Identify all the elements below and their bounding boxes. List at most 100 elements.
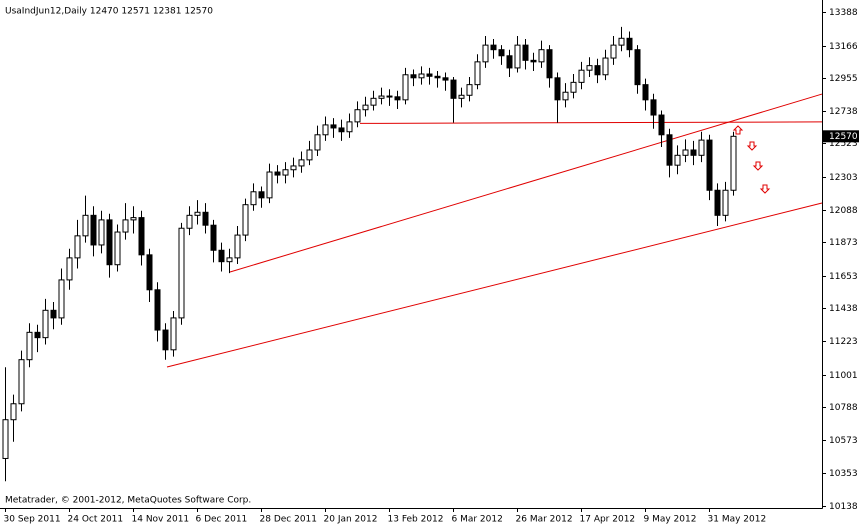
trend-line [359, 121, 823, 124]
candle-body [346, 121, 353, 133]
candle-body [362, 104, 369, 111]
down-arrow [752, 161, 764, 171]
candle-body [338, 127, 345, 133]
candle-body [170, 317, 177, 351]
candle-body [434, 75, 441, 79]
candle-body [514, 44, 521, 69]
y-tick-label: 11223 [829, 337, 858, 347]
y-tick-label: 11438 [829, 304, 858, 314]
candle-body [714, 189, 721, 216]
candle-body [626, 37, 633, 51]
x-tick-label: 24 Oct 2011 [68, 515, 124, 525]
candle-body [378, 95, 385, 99]
x-tick-label: 30 Sep 2011 [4, 515, 61, 525]
candle-body [618, 37, 625, 46]
candle-body [298, 159, 305, 167]
y-tick-label: 12523 [829, 139, 858, 149]
y-tick-label: 10573 [829, 436, 858, 446]
signal-arrows [732, 125, 771, 194]
candle-body [274, 171, 281, 176]
y-tick-label: 11001 [829, 371, 858, 381]
candle-body [90, 214, 97, 246]
copyright: Metatrader, © 2001-2012, MetaQuotes Soft… [5, 496, 251, 506]
candle-body [154, 289, 161, 331]
candle-body [258, 191, 265, 199]
candle-body [18, 359, 25, 405]
candle-body [202, 211, 209, 226]
candle-body [586, 65, 593, 71]
y-tick-label: 12303 [829, 173, 858, 183]
candle-body [26, 331, 33, 361]
x-tick-label: 31 May 2012 [708, 515, 767, 525]
candle-body [538, 49, 545, 63]
candle-body [114, 231, 121, 266]
candle-body [138, 217, 145, 256]
candle-body [314, 134, 321, 151]
candle-body [98, 219, 105, 246]
up-arrow [732, 125, 744, 135]
candle-body [498, 49, 505, 57]
x-tick-label: 13 Feb 2012 [388, 515, 444, 525]
trend-line [166, 202, 823, 368]
candle-body [130, 217, 137, 221]
candle-body [562, 91, 569, 101]
candle-body [658, 114, 665, 136]
candle-body [410, 74, 417, 79]
candle-body [250, 191, 257, 206]
candle-body [386, 95, 393, 98]
candle-body [466, 84, 473, 96]
candle-body [330, 124, 337, 129]
candle-body [706, 139, 713, 191]
candle-body [162, 329, 169, 351]
y-tick-label: 11873 [829, 238, 858, 248]
candle-body [290, 165, 297, 171]
candle-body [722, 189, 729, 216]
candle-body [530, 59, 537, 63]
candle-body [210, 224, 217, 251]
trend-line [229, 93, 823, 273]
chart-title: UsaIndJun12,Daily 12470 12571 12381 1257… [5, 7, 213, 17]
candle-body [450, 79, 457, 99]
candle-body [698, 139, 705, 156]
x-tick-label: 20 Jan 2012 [324, 515, 378, 525]
candle-body [506, 55, 513, 69]
candle-body [642, 84, 649, 101]
candle-body [306, 149, 313, 161]
candle-body [602, 57, 609, 76]
candle-body [370, 97, 377, 106]
y-tick-label: 12088 [829, 206, 858, 216]
candle-body [2, 419, 9, 459]
candle-body [122, 219, 129, 233]
candle-body [234, 234, 241, 259]
candle-body [546, 49, 553, 79]
candle-body [58, 279, 65, 319]
candle-body [34, 331, 41, 339]
candle-body [418, 73, 425, 79]
y-tick-label: 12955 [829, 74, 858, 84]
price-tag [823, 130, 859, 143]
candle-body [522, 44, 529, 61]
candle-body [554, 77, 561, 101]
candle-body [226, 257, 233, 263]
candle-body [578, 69, 585, 83]
candle-body [730, 135, 737, 191]
y-tick-label: 13166 [829, 42, 858, 52]
candle-body [266, 171, 273, 199]
candle-body [282, 169, 289, 176]
candle-body [74, 235, 81, 259]
candle-body [634, 49, 641, 86]
candle-body [610, 44, 617, 59]
candle-body [42, 309, 49, 339]
candle-body [146, 254, 153, 291]
candle-body [442, 77, 449, 81]
candle-body [66, 257, 73, 281]
candle-body [10, 403, 17, 421]
candle-body [106, 219, 113, 266]
candle-body [490, 44, 497, 51]
candle-body [186, 214, 193, 229]
candle-body [690, 149, 697, 156]
candle-body [178, 227, 185, 319]
x-tick-label: 28 Dec 2011 [260, 515, 318, 525]
